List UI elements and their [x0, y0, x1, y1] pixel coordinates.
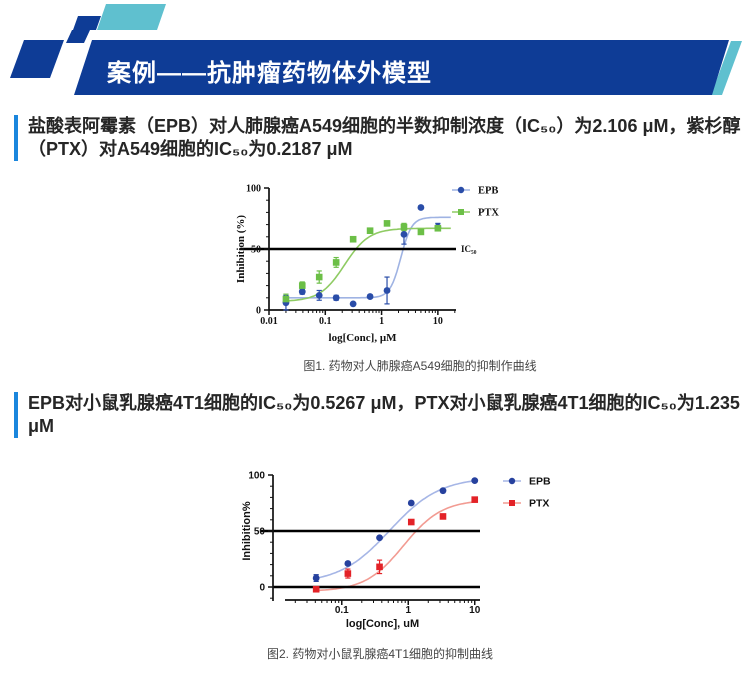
deco-parallelogram-teal — [97, 4, 166, 30]
svg-text:100: 100 — [248, 471, 265, 482]
svg-text:0.1: 0.1 — [335, 605, 349, 616]
svg-text:PTX: PTX — [478, 208, 499, 219]
svg-text:0.1: 0.1 — [319, 316, 332, 327]
svg-text:50: 50 — [251, 245, 261, 256]
svg-text:10: 10 — [433, 316, 443, 327]
page-title: 案例——抗肿瘤药物体外模型 — [107, 60, 432, 87]
deco-parallelogram-small — [73, 16, 101, 30]
svg-text:log[Conc], μM: log[Conc], μM — [329, 332, 398, 344]
svg-text:0: 0 — [256, 306, 261, 317]
figure2-caption: 图2. 药物对小鼠乳腺癌4T1细胞的抑制曲线 — [266, 647, 494, 661]
deco-stripe — [66, 30, 90, 43]
svg-text:EPB: EPB — [529, 476, 551, 488]
svg-text:1: 1 — [405, 605, 411, 616]
svg-text:100: 100 — [246, 184, 261, 195]
statement-a549: 盐酸表阿霉素（EPB）对人肺腺癌A549细胞的半数抑制浓度（IC₅₀）为2.10… — [14, 115, 742, 161]
svg-text:0.01: 0.01 — [260, 316, 278, 327]
deco-teal-sliver — [711, 41, 742, 95]
svg-text:50: 50 — [254, 527, 266, 538]
deco-parallelogram-left — [10, 40, 64, 78]
svg-text:Inhibition (%): Inhibition (%) — [235, 215, 247, 283]
header-banner — [74, 40, 729, 95]
svg-text:10: 10 — [469, 605, 481, 616]
svg-text:log[Conc], uM: log[Conc], uM — [346, 618, 419, 630]
chart-a549-inhibition: IC₅₀ 0 50 100 0.01 0.1 1 10 log[Conc], μM Inhibit… — [235, 184, 499, 345]
chart-4t1-inhibition: 0 50 100 0.1 1 10 log[Conc], uM Inhibition% EPB P… — [241, 471, 551, 631]
figure1-caption: 图1. 药物对人肺腺癌A549细胞的抑制作曲线 — [303, 359, 537, 373]
svg-text:EPB: EPB — [478, 186, 498, 197]
header-decoration — [10, 4, 742, 95]
svg-text:IC₅₀: IC₅₀ — [461, 244, 477, 254]
statement-4t1: EPB对小鼠乳腺癌4T1细胞的IC₅₀为0.5267 μM，PTX对小鼠乳腺癌4… — [14, 392, 742, 438]
svg-text:1: 1 — [379, 316, 384, 327]
svg-text:PTX: PTX — [529, 498, 549, 510]
svg-text:0: 0 — [259, 583, 265, 594]
svg-text:Inhibition%: Inhibition% — [241, 501, 253, 560]
